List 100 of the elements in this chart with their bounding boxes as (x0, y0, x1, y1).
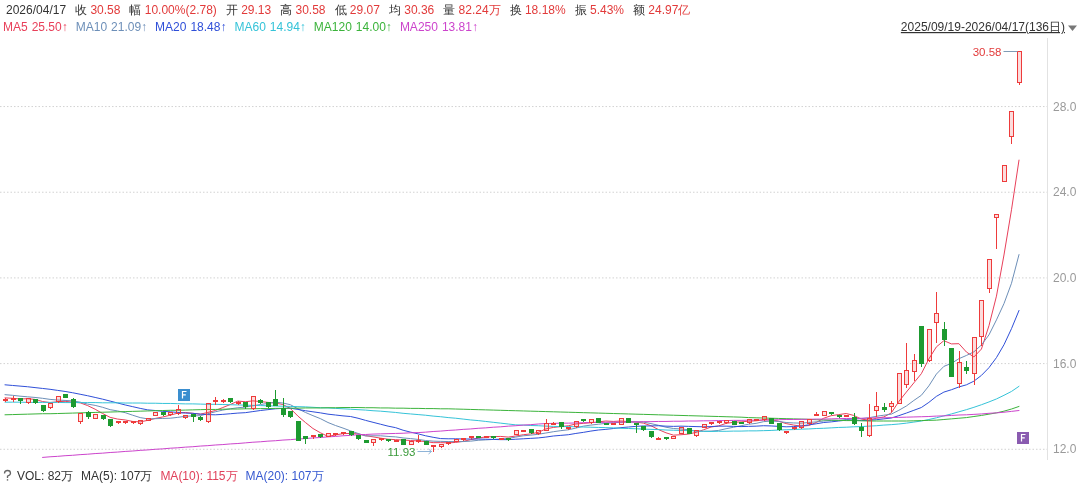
line-series (42, 410, 1020, 458)
text: 开 29.13 (225, 3, 272, 17)
text: 2025/09/19-2026/04/17(136日) (900, 20, 1065, 34)
candlestick (987, 259, 992, 293)
candlestick (506, 437, 511, 441)
candlestick (401, 439, 406, 445)
candlestick (221, 398, 226, 403)
candlestick (649, 430, 654, 438)
text: MA250 (399, 20, 439, 34)
text: MA20 (155, 20, 187, 34)
candlestick (581, 418, 586, 422)
candlestick (258, 398, 263, 404)
candlestick (934, 291, 939, 343)
candlestick (837, 414, 842, 418)
candlestick (318, 433, 323, 438)
candlestick (942, 321, 947, 346)
candlestick (792, 426, 797, 430)
candlestick (732, 420, 737, 425)
candlestick (709, 421, 714, 425)
candlestick (897, 373, 902, 404)
candlestick (994, 214, 999, 249)
candlestick (296, 421, 301, 441)
candlestick (108, 418, 113, 427)
candlestick (11, 395, 16, 402)
candlestick (491, 435, 496, 439)
text: 量 82.24万 (443, 3, 501, 17)
candlestick (326, 433, 331, 437)
candlestick (671, 435, 676, 439)
candlestick (191, 413, 196, 422)
candlestick (131, 420, 136, 424)
candlestick (514, 429, 519, 435)
candlestick (829, 411, 834, 415)
candlestick (63, 393, 68, 398)
text: MA(5): 107万 (81, 469, 153, 483)
candlestick (236, 400, 241, 405)
candlestick (852, 412, 857, 425)
y-tick-label: 28.0 (1053, 99, 1077, 114)
candlestick (424, 440, 429, 445)
text: 额 24.97亿 (633, 3, 691, 17)
candlestick (18, 397, 23, 404)
candlestick (266, 401, 271, 408)
candlestick (33, 398, 38, 404)
candlestick (469, 435, 474, 439)
candlestick (386, 438, 391, 442)
candlestick (78, 412, 83, 424)
text: MA10 (75, 20, 108, 34)
text: 收 30.58 (75, 3, 121, 17)
candlestick (364, 439, 369, 443)
candlestick (183, 414, 188, 419)
candlestick (596, 417, 601, 423)
candlestick (71, 397, 76, 408)
candlestick (288, 410, 293, 418)
annotation: 11.93 (387, 445, 416, 458)
candlestick (589, 418, 594, 424)
candlestick (116, 420, 121, 424)
text: 高 30.58 (280, 3, 326, 17)
text: 25.50↑ (31, 20, 68, 34)
candlestick (176, 404, 181, 415)
candlestick (1002, 165, 1007, 182)
candlestick (641, 425, 646, 431)
candlestick (957, 350, 962, 388)
candlestick (86, 410, 91, 419)
line-series (4, 309, 1020, 441)
candlestick (822, 410, 827, 416)
candlestick (927, 329, 932, 362)
candlestick (814, 411, 819, 416)
candlestick (48, 402, 53, 409)
candlestick (356, 434, 361, 440)
candlestick (844, 414, 849, 417)
candlestick (138, 419, 143, 425)
text: MA(20): 107万 (245, 469, 324, 483)
candlestick (1017, 51, 1022, 85)
candlestick (656, 436, 661, 440)
candlestick (446, 441, 451, 445)
candlestick (213, 396, 218, 405)
candlestick (687, 427, 692, 434)
candlestick (536, 429, 541, 435)
line-series (4, 385, 1020, 433)
candlestick (431, 444, 436, 452)
candlestick (949, 348, 954, 377)
candlestick (379, 437, 384, 441)
candlestick (371, 438, 376, 446)
candlestick (93, 413, 98, 419)
y-tick-label: 20.0 (1053, 270, 1077, 285)
candlestick (889, 400, 894, 412)
candlestick (168, 412, 173, 416)
candlestick (867, 403, 872, 437)
candlestick (41, 404, 46, 412)
candlestick (123, 420, 128, 424)
candlestick (476, 435, 481, 438)
text: MA60 (234, 20, 267, 34)
candlestick (394, 439, 399, 442)
candlestick (979, 300, 984, 346)
candlestick (807, 418, 812, 425)
text: 14.00↑ (355, 20, 392, 34)
text: 换 18.18% (509, 3, 566, 17)
text: 2026/04/17 (6, 3, 67, 17)
candlestick (146, 417, 151, 421)
candlestick (912, 353, 917, 381)
text: 18.48↑ (190, 20, 227, 34)
